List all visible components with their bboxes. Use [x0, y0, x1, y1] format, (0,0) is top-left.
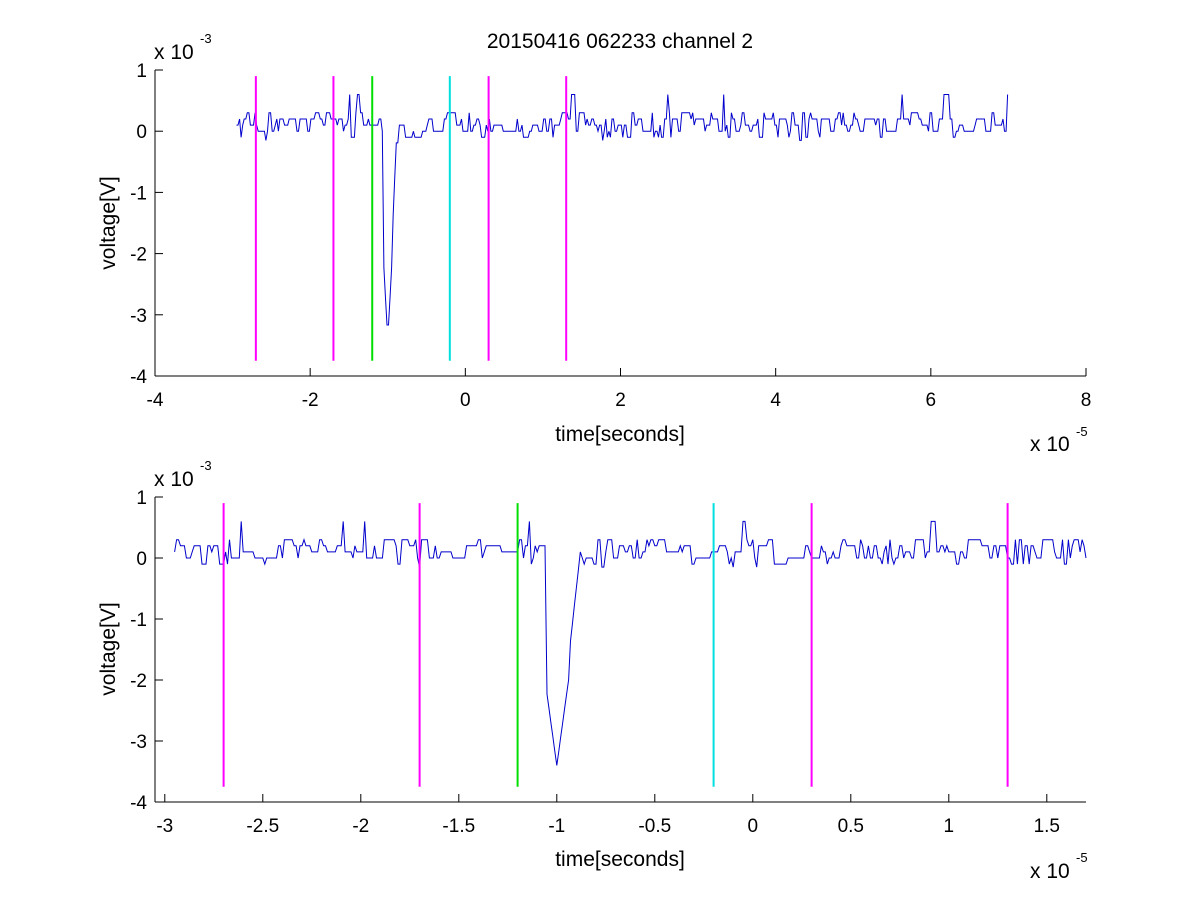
top-x-tick-label: 4: [770, 390, 781, 411]
bottom-y-tick-label: -4: [130, 793, 147, 814]
bottom-x-tick-label: 0: [748, 816, 759, 837]
bottom-y-tick-label: 1: [136, 488, 147, 509]
top-x-tick-label: 2: [615, 390, 626, 411]
bottom-x-axis-label: time[seconds]: [555, 848, 685, 871]
bottom-y-tick-label: -1: [130, 610, 147, 631]
top-x-tick-label: -4: [147, 390, 164, 411]
top-y-tick-label: -2: [130, 245, 147, 266]
top-y-axis-label: voltage[V]: [97, 176, 120, 269]
bottom-x-tick-label: -0.5: [638, 816, 671, 837]
top-x-exponent: x 10: [1030, 433, 1070, 456]
bottom-x-exponent: x 10: [1030, 860, 1070, 883]
bottom-x-tick-label: -3: [156, 816, 173, 837]
bottom-plot-area: -3 -2.5 -2 -1.5 -1 -0.5 0 0.5 1 1.5 -4 -3 -2 -1 0 1: [130, 488, 1087, 837]
bottom-x-tick-label: 1: [944, 816, 955, 837]
top-y-tick-label: 0: [136, 122, 147, 143]
bottom-x-tick-label: 0.5: [838, 816, 864, 837]
top-y-tick-label: -1: [130, 183, 147, 204]
bottom-y-exponent-power: -3: [200, 458, 212, 473]
top-y-exponent-power: -3: [200, 31, 212, 46]
bottom-y-tick-label: -3: [130, 732, 147, 753]
top-x-tick-label: 6: [926, 390, 937, 411]
top-x-tick-label: 8: [1081, 390, 1092, 411]
bottom-x-tick-label: -1: [548, 816, 565, 837]
top-y-tick-label: 1: [136, 61, 147, 82]
top-x-exponent-power: -5: [1076, 424, 1088, 439]
top-chart-title: 20150416 062233 channel 2: [487, 30, 753, 53]
bottom-x-tick-label: -1.5: [442, 816, 475, 837]
bottom-x-exponent-power: -5: [1076, 850, 1088, 865]
top-plot-area: -4 -2 0 2 4 6 8 -4 -3 -2 -1 0 1: [130, 61, 1091, 411]
bottom-x-tick-label: -2.5: [246, 816, 279, 837]
bottom-x-tick-label: 1.5: [1034, 816, 1060, 837]
top-chart: 20150416 062233 channel 2 -4 -2 0 2 4 6 8-4-3-…: [97, 30, 1091, 456]
top-y-tick-label: -3: [130, 306, 147, 327]
top-x-tick-label: 0: [460, 390, 471, 411]
bottom-y-tick-label: 0: [136, 549, 147, 570]
bottom-chart: -3 -2.5 -2 -1.5 -1 -0.5 0 0.5 1 1.5 -4 -3 -2 -1 0 1 tim…: [97, 458, 1088, 883]
top-signal-series: [236, 94, 1009, 326]
top-y-tick-label: -4: [130, 367, 147, 388]
top-x-axis-label: time[seconds]: [555, 423, 685, 446]
bottom-y-tick-label: -2: [130, 671, 147, 692]
bottom-y-axis-label: voltage[V]: [97, 602, 120, 695]
bottom-signal-series: [174, 520, 1087, 766]
top-x-tick-label: -2: [302, 390, 319, 411]
top-y-exponent: x 10: [154, 41, 194, 64]
bottom-y-exponent: x 10: [154, 468, 194, 491]
bottom-x-tick-label: -2: [352, 816, 369, 837]
